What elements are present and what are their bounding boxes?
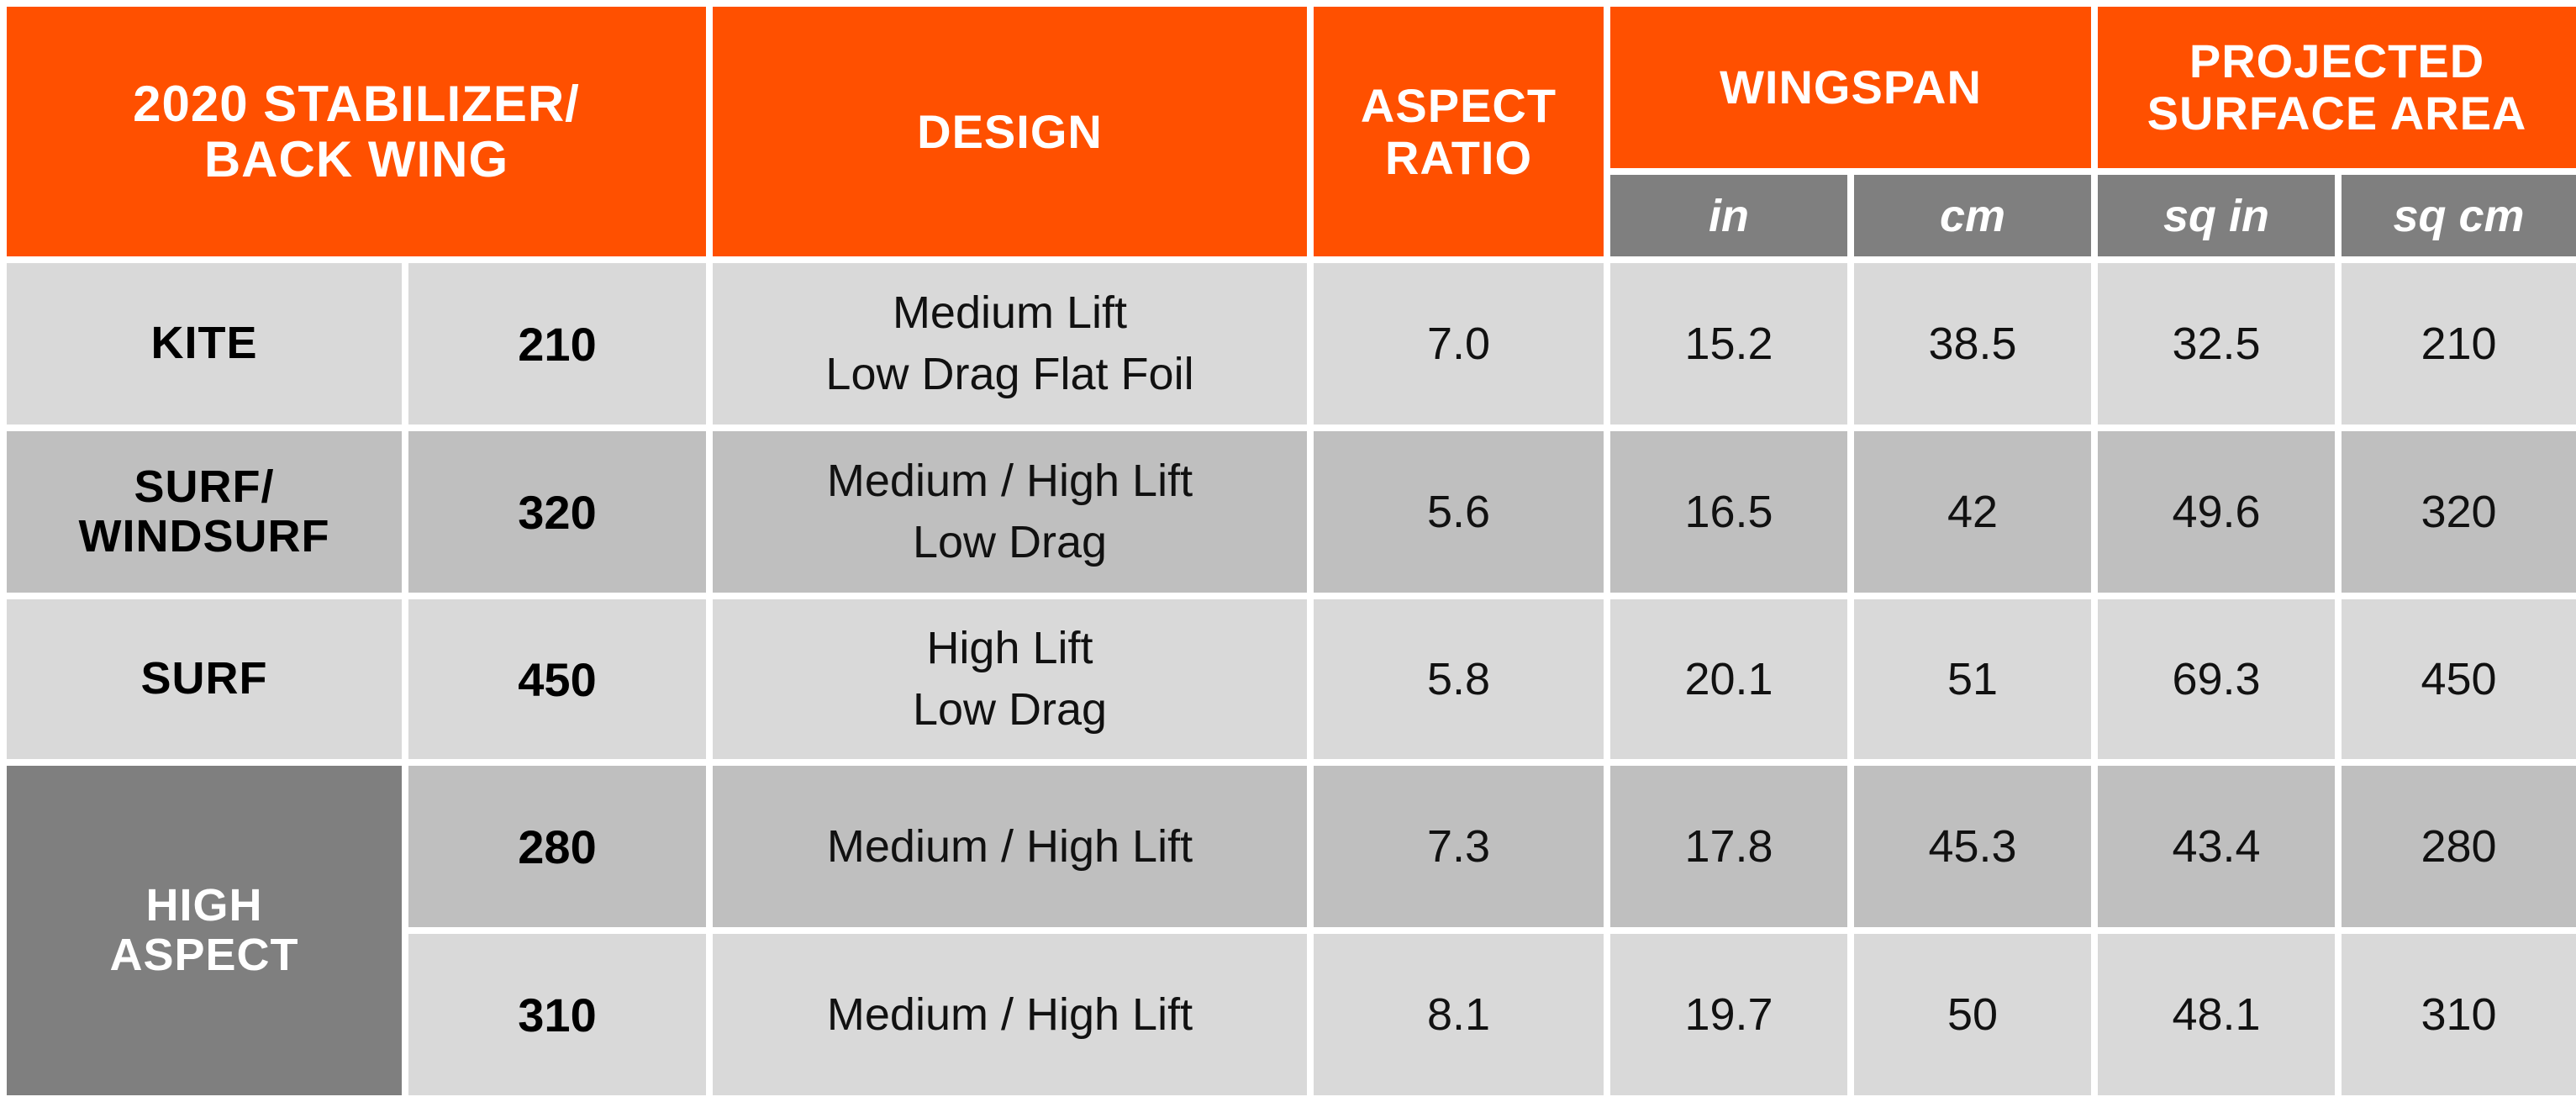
category-cell: KITE [0,256,408,431]
area-sq-in-cell: 48.1 [2091,927,2342,1102]
table-title-line-1: 2020 STABILIZER/ [133,75,580,132]
design-cell: Medium Lift Low Drag Flat Foil [706,256,1314,431]
size-cell: 310 [402,927,713,1102]
design-line: Medium / High Lift [826,820,1193,872]
area-sq-in-cell: 49.6 [2091,424,2342,599]
category-cell: SURF/ WINDSURF [0,424,408,599]
wingspan-header: WINGSPAN [1604,0,2098,175]
wingspan-cm-cell: 42 [1847,424,2098,599]
design-cell: Medium / High Lift [706,761,1314,934]
aspect-ratio-header: ASPECT RATIO [1307,0,1610,263]
design-cell: Medium / High Lift Low Drag [706,424,1314,599]
aspect-ratio-cell: 5.6 [1307,424,1610,599]
table-title-line-2: BACK WING [203,130,509,187]
projected-surface-area-header-line-1: PROJECTED [2189,34,2485,88]
area-sq-cm-cell: 210 [2335,256,2576,431]
category-line: WINDSURF [78,511,330,562]
size-cell: 320 [402,424,713,599]
area-sq-cm-cell: 450 [2335,593,2576,766]
aspect-ratio-cell: 7.3 [1307,761,1610,934]
wingspan-in-cell: 17.8 [1604,761,1854,934]
design-cell: High Lift Low Drag [706,593,1314,766]
area-sq-cm-cell: 280 [2335,761,2576,934]
size-cell: 280 [402,761,713,934]
category-line: HIGH [145,879,263,931]
area-sq-cm-cell: 320 [2335,424,2576,599]
area-sq-in-cell: 69.3 [2091,593,2342,766]
unit-sq-cm-header: sq cm [2335,168,2576,263]
aspect-ratio-cell: 8.1 [1307,927,1610,1102]
projected-surface-area-header-line-2: SURFACE AREA [2147,87,2527,140]
table-row: SURF/ WINDSURF 320 Medium / High Lift Lo… [0,424,2576,599]
area-sq-cm-cell: 310 [2335,927,2576,1102]
table-row: 310 Medium / High Lift 8.1 19.7 50 48.1 … [3,927,2576,1102]
unit-sq-in-header: sq in [2091,168,2342,263]
table-row: HIGH ASPECT 280 Medium / High Lift 7.3 1… [0,761,2576,1102]
design-line: Medium / High Lift [826,989,1193,1040]
design-header: DESIGN [706,0,1314,263]
size-cell: 450 [402,593,713,766]
wingspan-in-cell: 15.2 [1604,256,1854,431]
design-line: Low Drag [912,517,1108,567]
wingspan-cm-cell: 38.5 [1847,256,2098,431]
aspect-ratio-cell: 7.0 [1307,256,1610,431]
area-sq-in-cell: 32.5 [2091,256,2342,431]
design-line: Medium Lift [892,287,1128,339]
wingspan-in-cell: 19.7 [1604,927,1854,1102]
design-line: High Lift [926,623,1093,674]
table-title: 2020 STABILIZER/ BACK WING [0,0,713,263]
category-cell: SURF [0,593,408,766]
wingspan-in-cell: 16.5 [1604,424,1854,599]
projected-surface-area-header: PROJECTED SURFACE AREA [2091,0,2576,175]
aspect-ratio-cell: 5.8 [1307,593,1610,766]
wingspan-cm-cell: 50 [1847,927,2098,1102]
table-row: KITE 210 Medium Lift Low Drag Flat Foil … [0,256,2576,431]
design-line: Low Drag [912,684,1108,735]
category-cell: HIGH ASPECT [0,761,408,1102]
category-line: ASPECT [109,930,299,980]
category-line: SURF/ [134,461,275,512]
aspect-ratio-header-line-2: RATIO [1384,130,1533,184]
design-cell: Medium / High Lift [706,927,1314,1102]
size-cell: 210 [402,256,713,431]
wingspan-in-cell: 20.1 [1604,593,1854,766]
aspect-ratio-header-line-1: ASPECT [1360,78,1557,132]
area-sq-in-cell: 43.4 [2091,761,2342,934]
table-row: SURF 450 High Lift Low Drag 5.8 20.1 51 … [0,593,2576,766]
unit-in-header: in [1604,168,1854,263]
design-line: Medium / High Lift [826,456,1193,507]
wingspan-cm-cell: 45.3 [1847,761,2098,934]
design-line: Low Drag Flat Foil [825,349,1194,399]
unit-cm-header: cm [1847,168,2098,263]
wingspan-cm-cell: 51 [1847,593,2098,766]
